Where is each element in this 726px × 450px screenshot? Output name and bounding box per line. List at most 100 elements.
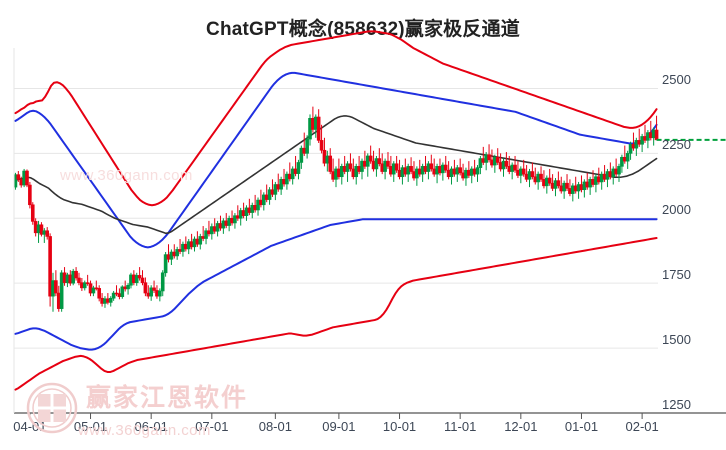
- candle-body: [267, 189, 272, 200]
- candle-body: [596, 176, 601, 183]
- candle-body: [178, 249, 182, 252]
- candle-body: [123, 286, 127, 290]
- candle-body: [383, 160, 387, 172]
- y-axis-tick-label: 2000: [662, 202, 691, 218]
- candle-body: [100, 297, 104, 304]
- candle-body: [556, 180, 561, 187]
- candle-body: [270, 189, 275, 195]
- candle-body: [634, 140, 639, 149]
- candle-body: [438, 166, 442, 174]
- candle-body: [134, 275, 139, 283]
- candle-body: [371, 160, 376, 170]
- candle-body: [423, 166, 428, 172]
- candle-body: [88, 283, 93, 294]
- candle-body: [331, 171, 335, 180]
- candle-body: [608, 171, 613, 178]
- candle-body: [276, 184, 281, 190]
- candle-body: [599, 173, 604, 183]
- candle-body: [461, 172, 465, 179]
- candle-body: [625, 153, 630, 162]
- watermark-brand: 赢家江恩软件: [86, 384, 249, 412]
- candle-body: [51, 280, 55, 297]
- candle-body: [591, 179, 595, 185]
- candle-body: [389, 166, 393, 175]
- candle-body: [374, 158, 379, 170]
- x-axis-tick-label: 04-01: [13, 419, 47, 434]
- candle-body: [368, 155, 373, 162]
- candle-body: [622, 156, 627, 162]
- candle-body: [140, 277, 145, 283]
- candle-body: [654, 129, 659, 141]
- band-line: [14, 218, 658, 351]
- candle-body: [605, 171, 610, 180]
- candle-body: [42, 230, 47, 235]
- candle-body: [117, 293, 122, 297]
- candle-body: [464, 169, 468, 179]
- candle-body: [149, 287, 153, 297]
- candle-body: [432, 168, 436, 175]
- y-axis-tick-label: 2500: [662, 72, 691, 88]
- candle-body: [417, 168, 422, 175]
- candle-body: [519, 168, 523, 176]
- candle-body: [166, 254, 171, 260]
- candle-body: [646, 132, 650, 141]
- candle-body: [412, 171, 416, 179]
- candle-body: [562, 182, 566, 192]
- candle-body: [351, 168, 356, 178]
- candle-body: [74, 270, 78, 279]
- candle-body: [305, 138, 309, 154]
- candle-body: [337, 168, 341, 178]
- candle-body: [259, 199, 263, 206]
- candle-body: [553, 180, 558, 189]
- watermark-url-bottom: www.360gann.com: [78, 422, 211, 439]
- candle-body: [469, 168, 474, 176]
- candle-body: [114, 292, 119, 295]
- candle-body: [363, 160, 367, 167]
- x-axis-tick-label: 01-01: [564, 419, 599, 434]
- candle-body: [204, 230, 208, 239]
- candle-body: [602, 173, 607, 180]
- y-axis-tick-label: 1750: [662, 267, 691, 283]
- candle-body: [452, 168, 457, 175]
- candle-body: [648, 132, 653, 139]
- candle-body: [455, 167, 460, 175]
- candle-body: [120, 286, 125, 297]
- candle-body: [238, 210, 243, 219]
- candle-body: [651, 129, 656, 139]
- candle-body: [484, 154, 488, 163]
- candle-body: [33, 221, 38, 234]
- candle-body: [426, 163, 431, 172]
- candle-body: [559, 185, 564, 192]
- candle-body: [221, 220, 226, 229]
- candle-body: [617, 166, 621, 175]
- candle-body: [345, 163, 350, 172]
- candle-body: [132, 274, 136, 283]
- candle-body: [640, 136, 644, 145]
- x-axis-tick-label: 09-01: [322, 419, 356, 434]
- candle-body: [409, 166, 413, 172]
- candle-body: [391, 163, 396, 175]
- candle-body: [287, 173, 292, 180]
- candle-body: [536, 173, 540, 183]
- candle-body: [308, 118, 312, 140]
- candle-body: [91, 287, 96, 294]
- candle-body: [588, 179, 592, 188]
- candle-body: [573, 185, 578, 192]
- candle-body: [85, 282, 90, 285]
- candle-body: [152, 287, 156, 291]
- candle-body: [406, 166, 410, 175]
- candle-body: [334, 168, 338, 180]
- candle-body: [446, 169, 451, 178]
- candle-body: [106, 298, 110, 303]
- candle-body: [94, 287, 99, 290]
- candle-body: [397, 169, 402, 178]
- candle-body: [45, 230, 50, 237]
- candle-body: [201, 236, 205, 239]
- watermark-url-top: www.360gann.com: [60, 167, 193, 184]
- candle-body: [319, 140, 324, 151]
- candle-body: [576, 184, 581, 192]
- y-axis-tick-label: 2250: [662, 137, 691, 153]
- band-line: [14, 30, 658, 207]
- candle-body: [443, 164, 448, 171]
